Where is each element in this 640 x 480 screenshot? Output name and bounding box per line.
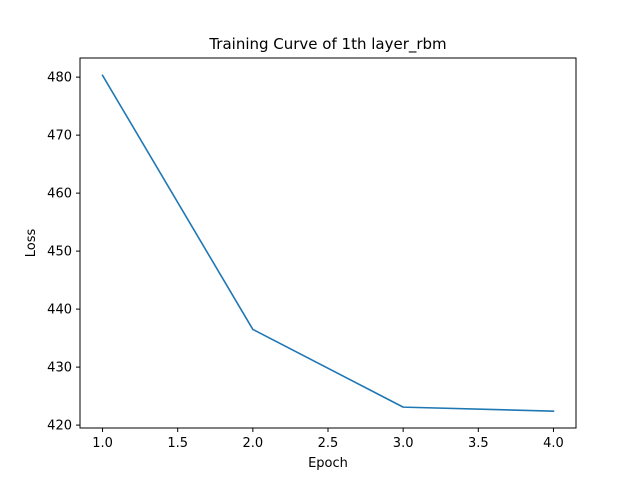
x-tick-label: 2.5 (318, 436, 339, 451)
y-tick-label: 460 (47, 187, 72, 202)
y-tick-label: 470 (47, 129, 72, 144)
x-tick-label: 4.0 (543, 436, 564, 451)
plot-border (79, 57, 577, 429)
x-tick-label: 1.5 (167, 436, 188, 451)
y-tick-label: 480 (47, 71, 72, 86)
x-axis: 1.0 1.5 2.0 2.5 3.0 3.5 4.0 (92, 428, 564, 451)
loss-series-line (101, 74, 555, 413)
chart-title: Training Curve of 1th layer_rbm (208, 35, 446, 54)
x-tick-label: 3.5 (468, 436, 489, 451)
y-tick-label: 450 (47, 245, 72, 260)
x-tick-label: 3.0 (393, 436, 414, 451)
y-axis-label: Loss (24, 229, 39, 258)
y-axis: 420 430 440 450 460 470 480 (47, 71, 80, 434)
y-tick-label: 430 (47, 361, 72, 376)
x-axis-label: Epoch (308, 456, 348, 471)
plot-area: 1.0 1.5 2.0 2.5 3.0 3.5 4.0 420 430 440 450 460 470… (47, 57, 577, 451)
x-tick-label: 1.0 (92, 436, 113, 451)
y-tick-label: 440 (47, 303, 72, 318)
plot-frame (80, 58, 576, 428)
x-tick-label: 2.0 (243, 436, 264, 451)
y-tick-label: 420 (47, 419, 72, 434)
series-layer (101, 74, 555, 413)
